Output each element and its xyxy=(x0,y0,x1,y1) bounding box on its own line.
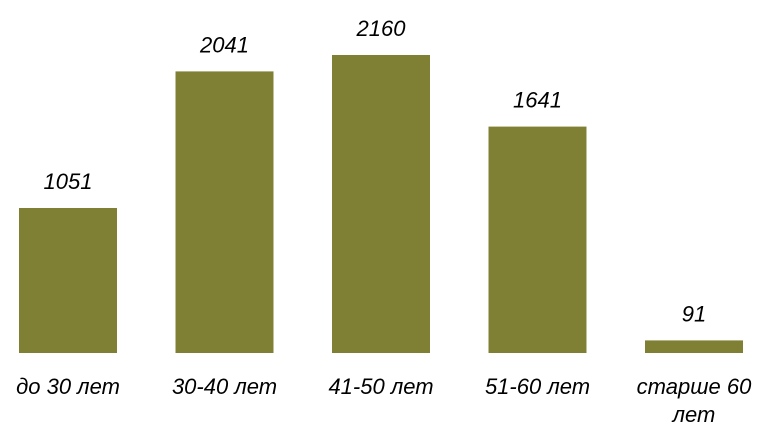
x-tick-label: 30-40 лет xyxy=(172,374,277,399)
bar xyxy=(488,126,587,353)
x-tick-label: до 30 лет xyxy=(16,374,120,399)
bars-group xyxy=(19,55,743,354)
bar xyxy=(19,208,117,353)
data-label: 1051 xyxy=(44,169,93,194)
category-labels-group: до 30 лет 30-40 лет 41-50 лет 51-60 лет стар… xyxy=(16,374,752,426)
value-labels-group: 1051 2041 2160 1641 91 xyxy=(44,16,707,326)
bar xyxy=(175,71,274,354)
data-label: 1641 xyxy=(513,88,562,113)
data-label: 2041 xyxy=(199,32,249,57)
data-label: 91 xyxy=(682,301,706,326)
bar xyxy=(332,55,430,353)
x-tick-label: лет xyxy=(671,402,716,426)
x-tick-label: 41-50 лет xyxy=(328,374,433,399)
x-tick-label: старше 60 xyxy=(637,374,752,399)
data-label: 2160 xyxy=(356,16,407,41)
bar xyxy=(645,340,743,353)
x-tick-label: 51-60 лет xyxy=(485,374,590,399)
